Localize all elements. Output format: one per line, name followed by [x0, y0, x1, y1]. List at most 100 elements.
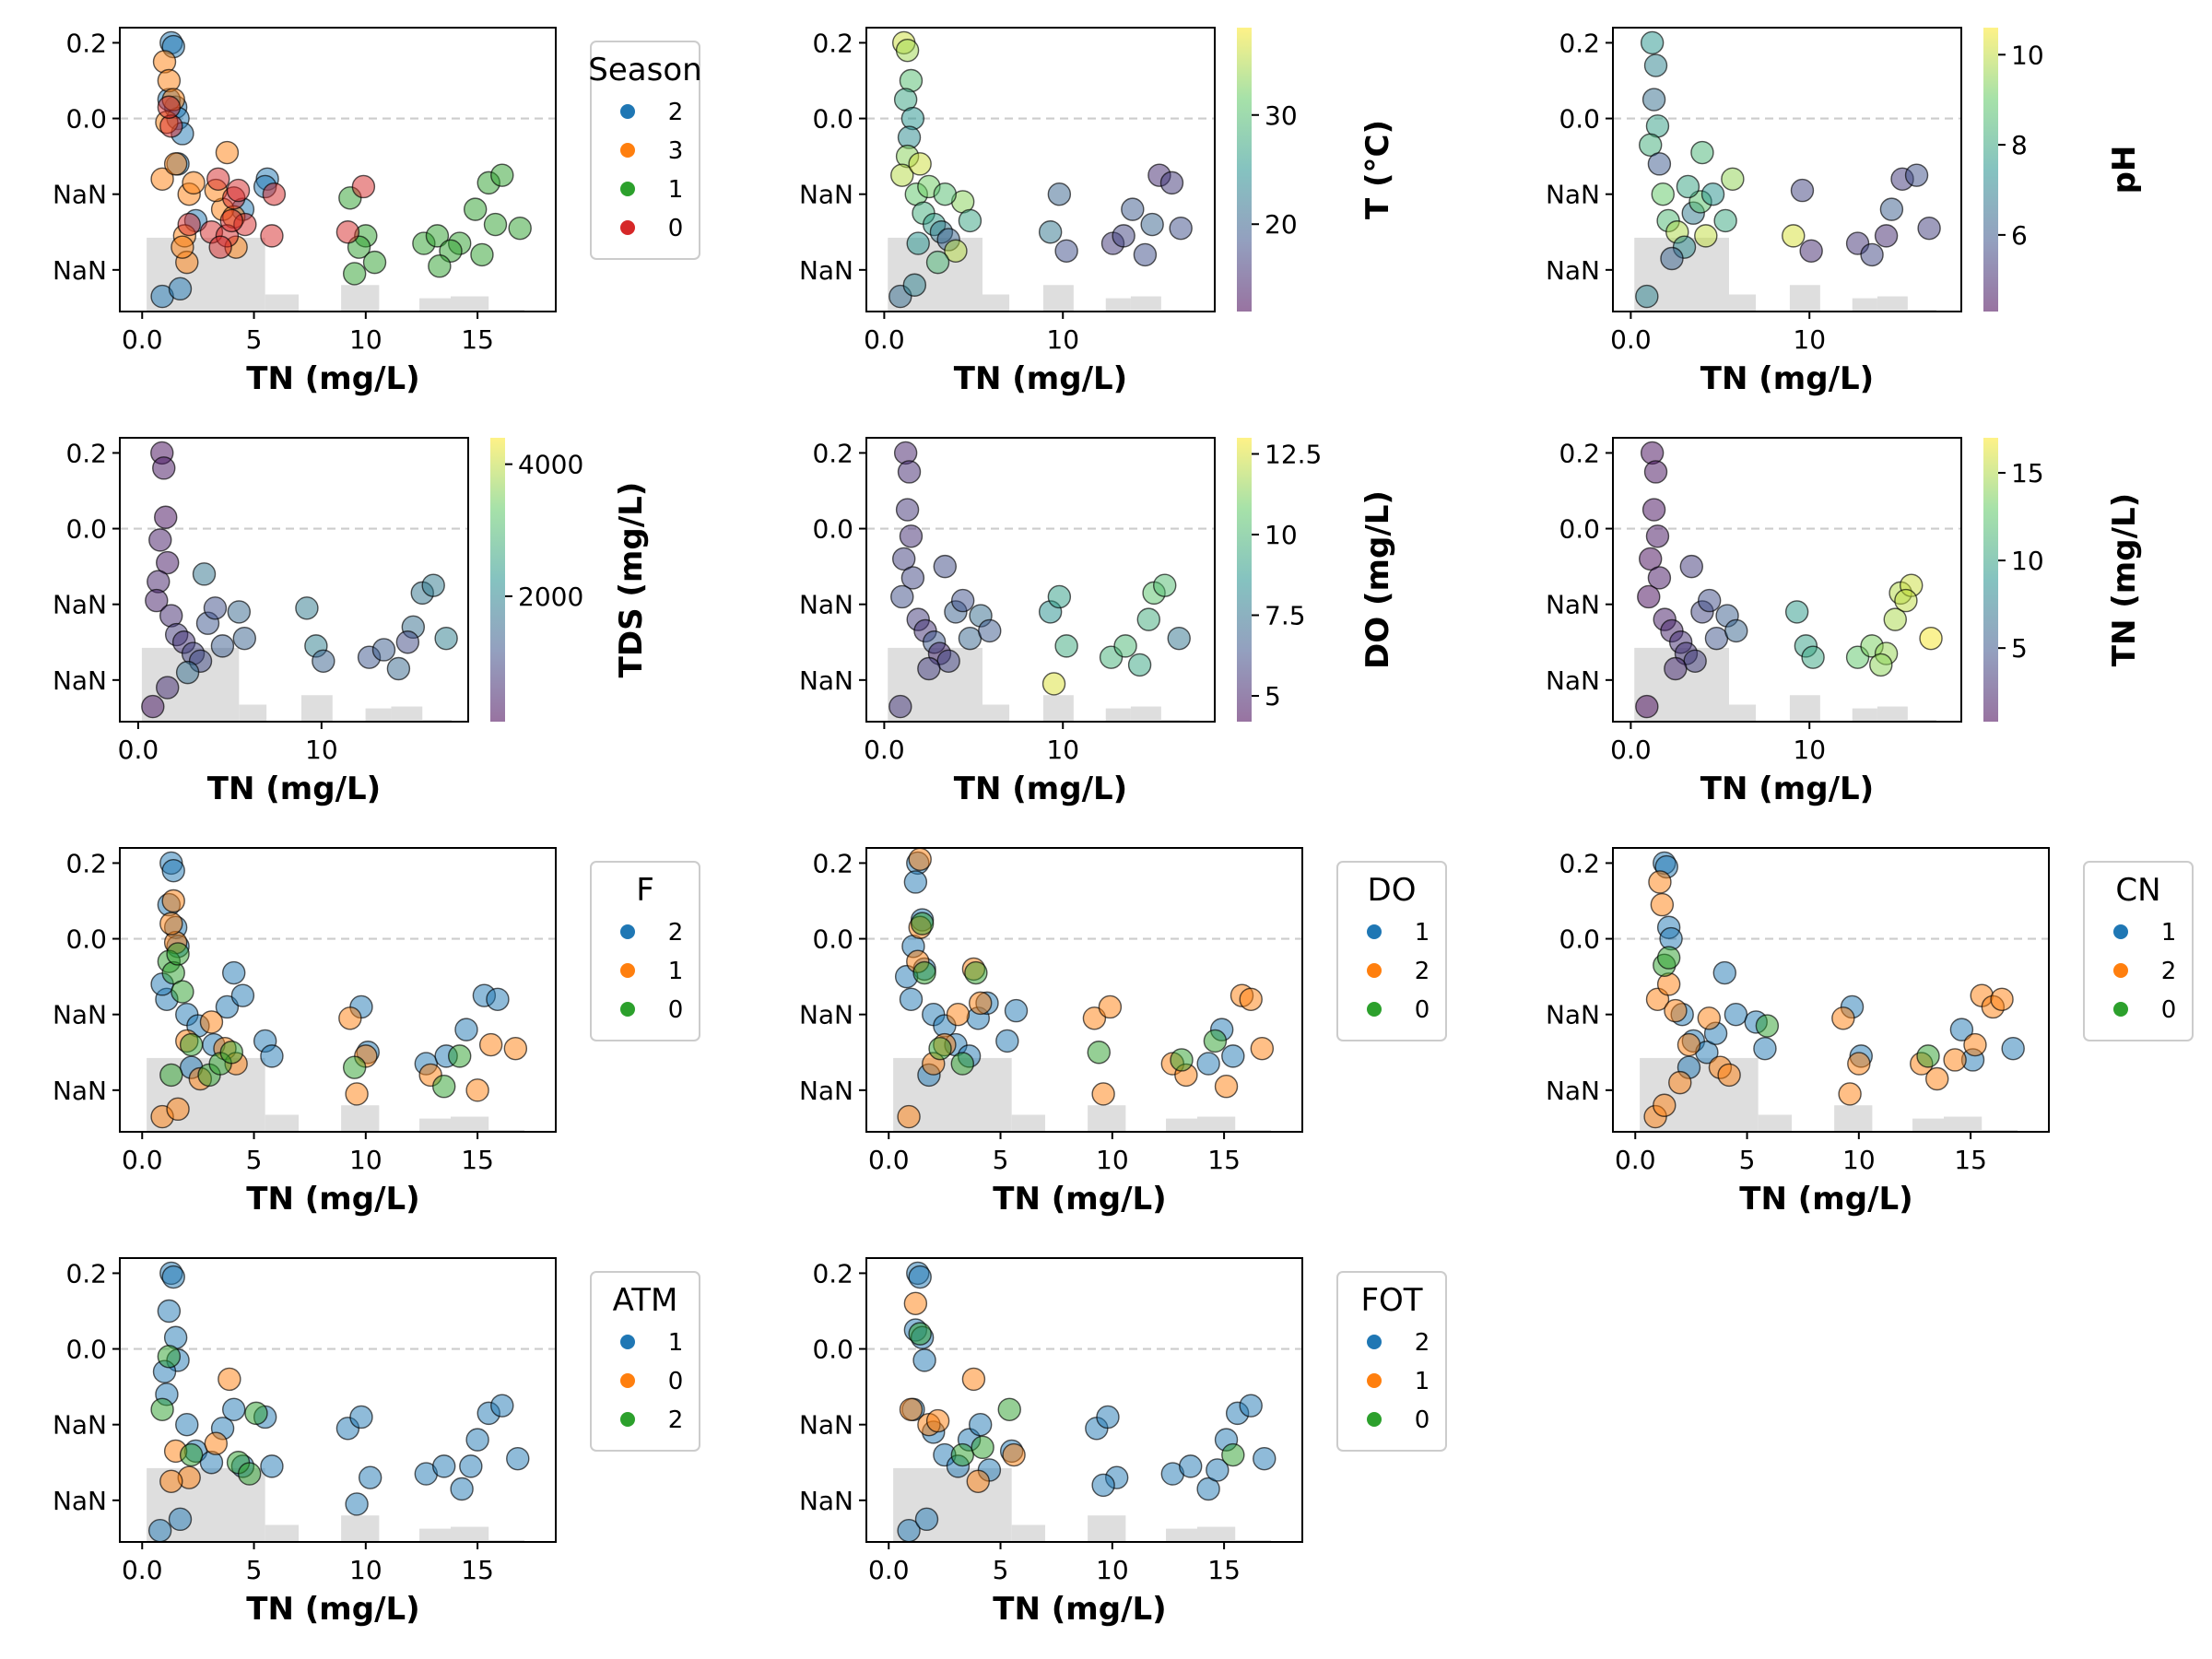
- legend-title: Season: [588, 52, 701, 88]
- legend-marker: [1367, 1373, 1382, 1388]
- data-point: [262, 182, 287, 206]
- x-axis-label: TN (mg/L): [246, 360, 419, 397]
- colorbar: [1237, 438, 1252, 722]
- data-point: [969, 1412, 993, 1437]
- data-point: [912, 1348, 936, 1372]
- y-tick-label: 0.0: [1559, 514, 1600, 545]
- legend-marker: [2113, 963, 2128, 978]
- data-point: [506, 1446, 530, 1471]
- y-tick-label: 0.2: [65, 28, 107, 58]
- y-tick-label: 0.2: [65, 438, 107, 468]
- colorbar: [490, 438, 505, 722]
- data-point: [1963, 1032, 1987, 1057]
- histogram-bar: [1235, 1129, 1272, 1132]
- x-tick-label: 5: [246, 324, 263, 355]
- colorbar-label: TN (mg/L): [2106, 493, 2143, 666]
- x-tick-label: 5: [993, 1145, 1009, 1175]
- y-tick-label: 0.0: [1559, 924, 1600, 955]
- x-tick-label: 5: [246, 1145, 263, 1175]
- y-tick-label: NaN: [799, 665, 853, 696]
- data-point: [1041, 672, 1066, 696]
- data-point: [175, 660, 200, 685]
- legend-entry-label: 0: [668, 1368, 684, 1395]
- histogram-bar: [1196, 1526, 1236, 1542]
- histogram-bar: [1160, 719, 1190, 722]
- x-tick-label: 10: [349, 324, 382, 355]
- data-point: [1883, 607, 1907, 631]
- data-point: [244, 1401, 268, 1426]
- y-tick-label: NaN: [799, 590, 853, 620]
- data-point: [154, 505, 178, 529]
- legend-marker: [1367, 1412, 1382, 1427]
- y-tick-label: NaN: [53, 1076, 107, 1106]
- histogram-bar: [1758, 1114, 1793, 1132]
- data-point: [1917, 216, 1941, 241]
- legend-entry-label: 1: [668, 958, 684, 985]
- data-point: [1121, 197, 1145, 221]
- data-point: [295, 596, 319, 620]
- data-point: [459, 1454, 483, 1478]
- data-point: [1127, 653, 1152, 677]
- data-point: [1869, 653, 1893, 677]
- data-point: [1668, 1070, 1692, 1095]
- histogram-bar: [1729, 704, 1757, 722]
- legend-box: [2083, 861, 2194, 1041]
- data-point: [1159, 171, 1184, 195]
- data-point: [351, 174, 376, 199]
- data-point: [1239, 1394, 1263, 1418]
- data-point: [478, 1032, 503, 1057]
- histogram-bar: [1907, 719, 1936, 722]
- histogram-bar: [1789, 695, 1820, 722]
- data-point: [1221, 1044, 1245, 1068]
- data-point: [215, 140, 240, 165]
- histogram-bar: [1042, 285, 1074, 312]
- data-point: [432, 1075, 456, 1099]
- data-point: [903, 1291, 928, 1315]
- data-point: [204, 1431, 229, 1455]
- y-tick-label: 0.0: [65, 924, 107, 955]
- x-tick-label: 10: [1096, 1555, 1129, 1585]
- data-point: [141, 694, 165, 719]
- data-point: [168, 1507, 193, 1532]
- histogram-bar: [1088, 1105, 1126, 1132]
- data-point: [914, 1507, 939, 1532]
- data-point: [1643, 460, 1668, 484]
- legend-marker: [620, 924, 635, 939]
- axes-frame: [119, 1257, 557, 1543]
- data-point: [1647, 566, 1672, 590]
- x-tick-label: 5: [1739, 1145, 1756, 1175]
- data-point: [1717, 1063, 1741, 1088]
- data-point: [483, 212, 508, 237]
- colorbar-tick-label: 30: [1265, 100, 1298, 131]
- data-point: [1724, 618, 1748, 643]
- y-tick-label: 0.2: [812, 1258, 853, 1288]
- data-point: [503, 1036, 528, 1061]
- data-point: [371, 638, 396, 662]
- axes-frame: [865, 437, 1216, 723]
- histogram-bar: [1852, 298, 1877, 312]
- histogram-bar: [419, 1528, 451, 1542]
- histogram-bar: [450, 1116, 489, 1132]
- histogram-bar: [1166, 1528, 1197, 1542]
- subplot-4: NaN NaN 0.0 0.2 0.0 10 TN (mg/L) 2000 4000 TDS (m…: [53, 437, 650, 807]
- data-point: [232, 626, 256, 651]
- legend-marker: [620, 963, 635, 978]
- data-point: [964, 960, 988, 985]
- x-tick-label: 10: [349, 1555, 382, 1585]
- y-tick-label: 0.0: [65, 104, 107, 135]
- histogram-bar: [391, 706, 423, 722]
- subplot-5: NaN NaN 0.0 0.2 0.0 10 TN (mg/L) 5 7.5 10 12.5 DO (…: [799, 437, 1396, 807]
- x-tick-label: 10: [305, 735, 338, 765]
- data-point: [1677, 1032, 1701, 1057]
- data-point: [966, 1469, 990, 1493]
- data-point: [902, 273, 927, 297]
- x-axis-label: TN (mg/L): [954, 360, 1127, 397]
- data-point: [432, 1454, 456, 1478]
- data-point: [1203, 1029, 1228, 1053]
- data-point: [1801, 645, 1825, 669]
- data-point: [1694, 224, 1718, 248]
- data-point: [908, 152, 932, 176]
- legend-marker: [620, 1373, 635, 1388]
- data-point: [925, 1408, 950, 1433]
